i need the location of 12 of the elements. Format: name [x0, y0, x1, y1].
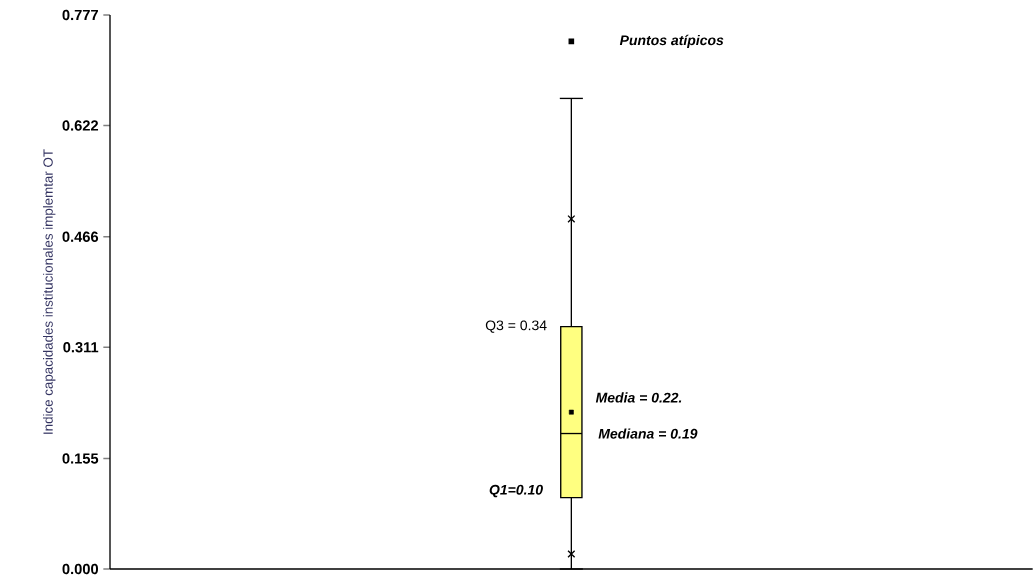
- annotation: Mediana = 0.19: [598, 428, 698, 439]
- y-tick-label: 0.622: [62, 120, 99, 131]
- y-tick-label: 0.155: [62, 453, 99, 464]
- y-axis-title: Indice capacidades institucionales implemtar OT: [43, 149, 56, 434]
- annotation: Media = 0.22.: [595, 392, 682, 403]
- annotation: Q1=0.10: [489, 484, 543, 498]
- y-tick-label: 0.311: [63, 342, 99, 353]
- y-tick-label: 0.000: [62, 563, 99, 575]
- annotation: Puntos atípicos: [619, 34, 724, 48]
- annotation: Q3 = 0.34: [485, 320, 547, 333]
- y-tick-label: 0.466: [62, 231, 99, 242]
- y-tick-label: 0.777: [62, 9, 98, 21]
